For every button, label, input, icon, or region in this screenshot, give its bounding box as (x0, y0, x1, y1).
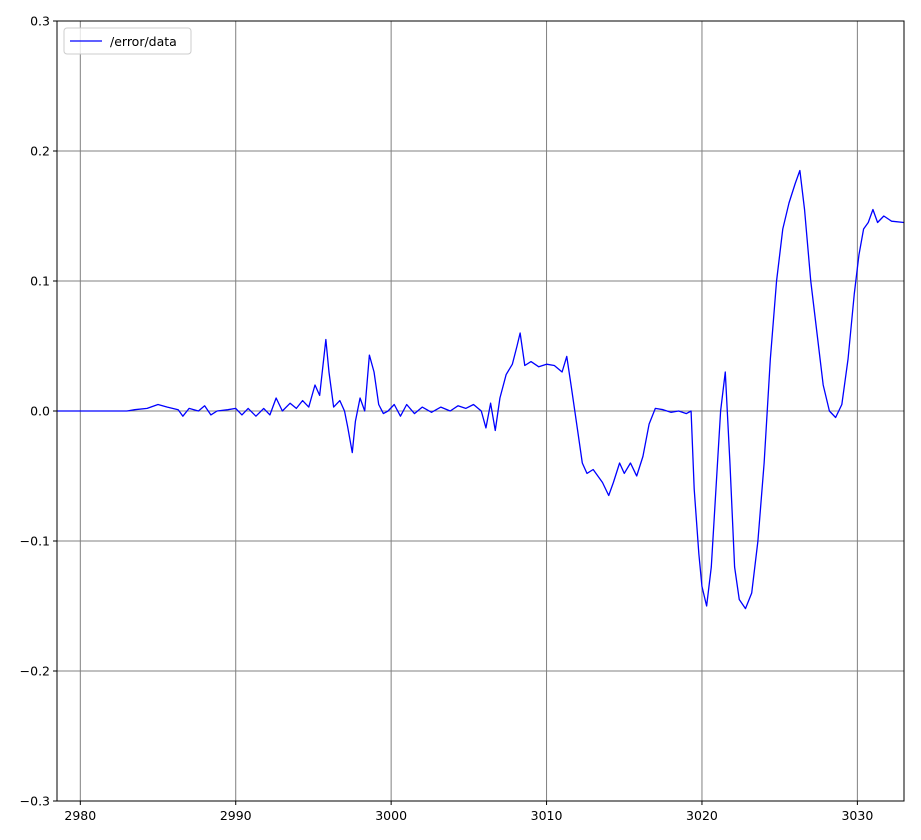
y-tick-label: −0.2 (20, 664, 50, 679)
x-tick-label: 3030 (841, 808, 873, 823)
y-tick-label: −0.3 (20, 794, 50, 809)
x-tick-label: 2980 (64, 808, 96, 823)
legend: /error/data (63, 27, 192, 55)
y-tick-label: 0.3 (30, 14, 50, 29)
y-tick-label: 0.1 (30, 274, 50, 289)
x-tick-label: 3000 (375, 808, 407, 823)
series-layer (57, 169, 904, 610)
x-tick-label: 2990 (220, 808, 252, 823)
legend-label: /error/data (110, 34, 177, 49)
y-tick-label: 0.0 (30, 404, 50, 419)
series-line (57, 169, 904, 610)
x-tick-label: 3010 (531, 808, 563, 823)
x-tick-label: 3020 (686, 808, 718, 823)
legend-box (63, 27, 192, 55)
y-tick-label: −0.1 (20, 534, 50, 549)
axis-ticks: 2980 2990 3000 3010 3020 3030 −0.3 −0.2 −0.1 0.0 0… (20, 14, 874, 824)
y-tick-label: 0.2 (30, 144, 50, 159)
